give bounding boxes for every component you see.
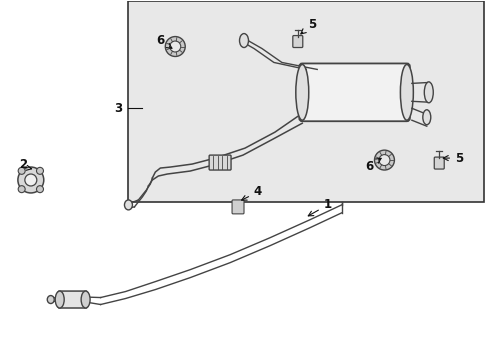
Circle shape: [18, 167, 25, 174]
Text: 6: 6: [156, 34, 172, 48]
FancyBboxPatch shape: [209, 155, 231, 170]
Circle shape: [36, 186, 44, 193]
Circle shape: [374, 150, 394, 170]
Circle shape: [36, 167, 44, 174]
Text: 5: 5: [301, 18, 316, 34]
Circle shape: [25, 174, 37, 186]
FancyBboxPatch shape: [128, 1, 484, 202]
Ellipse shape: [423, 110, 431, 125]
Ellipse shape: [81, 291, 90, 308]
Circle shape: [18, 186, 25, 193]
Ellipse shape: [47, 296, 54, 303]
Ellipse shape: [240, 33, 248, 48]
Text: 1: 1: [308, 198, 332, 216]
FancyBboxPatch shape: [58, 291, 88, 308]
Circle shape: [18, 167, 44, 193]
Ellipse shape: [55, 291, 64, 308]
Ellipse shape: [124, 200, 132, 210]
Text: 3: 3: [115, 102, 122, 115]
FancyBboxPatch shape: [293, 36, 303, 48]
Ellipse shape: [400, 64, 414, 120]
Text: 2: 2: [19, 158, 27, 171]
Text: 6: 6: [366, 158, 381, 172]
FancyBboxPatch shape: [434, 157, 444, 169]
Ellipse shape: [424, 82, 433, 103]
Circle shape: [170, 41, 181, 52]
Circle shape: [165, 37, 185, 57]
FancyBboxPatch shape: [299, 63, 410, 121]
Ellipse shape: [296, 64, 309, 120]
Text: 4: 4: [242, 185, 262, 200]
Text: 5: 5: [443, 152, 464, 165]
Circle shape: [379, 154, 390, 166]
FancyBboxPatch shape: [232, 200, 244, 214]
